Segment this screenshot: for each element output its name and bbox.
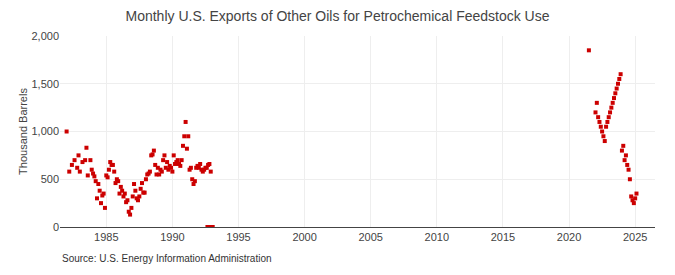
svg-text:2025: 2025 xyxy=(623,231,647,243)
svg-text:Monthly U.S. Exports of Other: Monthly U.S. Exports of Other Oils for P… xyxy=(125,8,549,24)
svg-text:2010: 2010 xyxy=(425,231,449,243)
svg-text:1,000: 1,000 xyxy=(31,125,59,137)
svg-text:2020: 2020 xyxy=(557,231,581,243)
svg-text:Thousand Barrels: Thousand Barrels xyxy=(17,88,29,175)
svg-text:2,000: 2,000 xyxy=(31,30,59,42)
svg-text:2000: 2000 xyxy=(292,231,316,243)
svg-text:1985: 1985 xyxy=(94,231,118,243)
svg-text:1990: 1990 xyxy=(160,231,184,243)
svg-text:1,500: 1,500 xyxy=(31,78,59,90)
svg-text:2015: 2015 xyxy=(491,231,515,243)
svg-text:0: 0 xyxy=(53,221,59,233)
svg-text:Source: U.S. Energy Informatio: Source: U.S. Energy Information Administ… xyxy=(62,253,272,264)
svg-text:2005: 2005 xyxy=(358,231,382,243)
svg-text:500: 500 xyxy=(41,173,59,185)
svg-text:1995: 1995 xyxy=(226,231,250,243)
